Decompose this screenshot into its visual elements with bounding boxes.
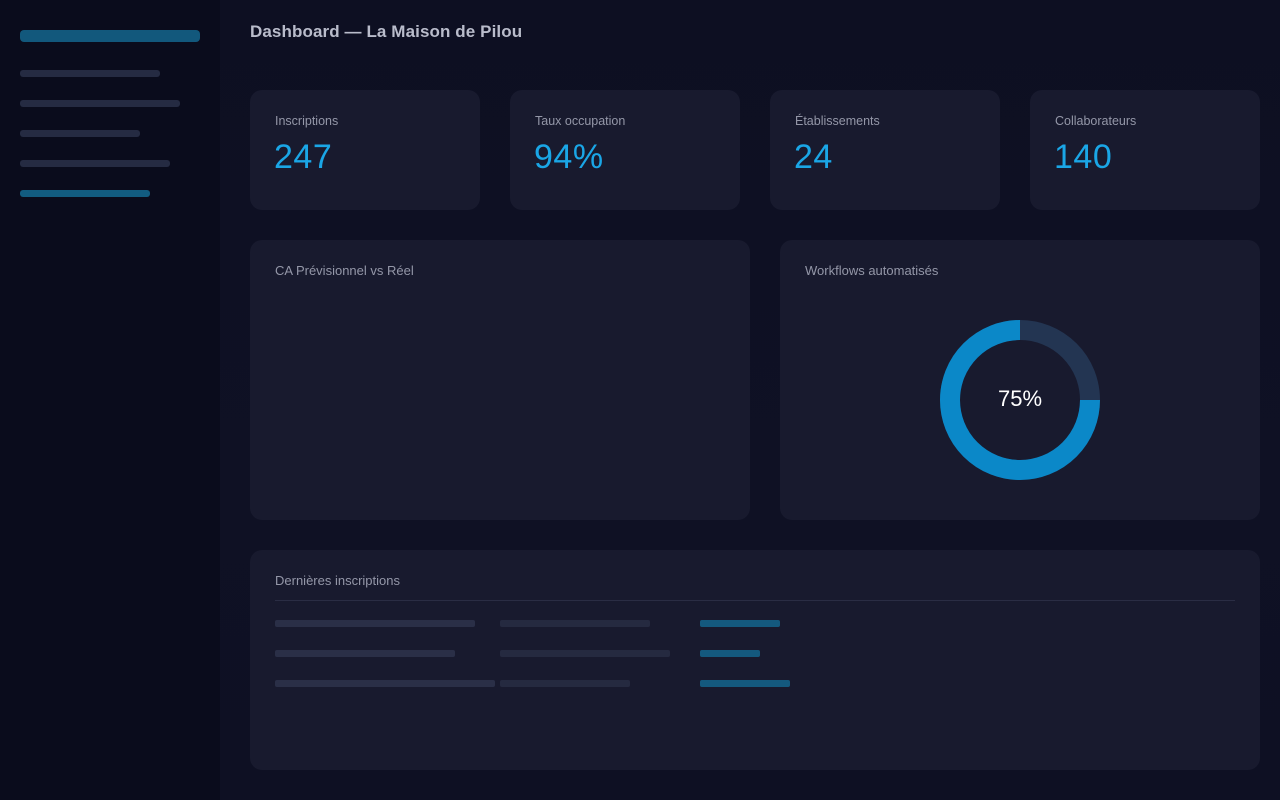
- table-divider: [275, 600, 1235, 601]
- sidebar-item-5-active[interactable]: [20, 190, 150, 197]
- table-row-3-name-placeholder: [275, 680, 495, 687]
- kpi-label: Inscriptions: [275, 114, 339, 128]
- kpi-label: Établissements: [795, 114, 880, 128]
- main-content: Dashboard — La Maison de Pilou Inscripti…: [220, 0, 1280, 800]
- sidebar-item-3[interactable]: [20, 130, 140, 137]
- latest-signups-card: Dernières inscriptions: [250, 550, 1260, 770]
- kpi-card-inscriptions: Inscriptions 247: [250, 90, 480, 210]
- table-row-1-detail-placeholder: [500, 620, 650, 627]
- table-row-2-detail-placeholder: [500, 650, 670, 657]
- sidebar-logo-placeholder[interactable]: [20, 30, 200, 42]
- kpi-card-collaborateurs: Collaborateurs 140: [1030, 90, 1260, 210]
- kpi-card-etablissements: Établissements 24: [770, 90, 1000, 210]
- kpi-value: 94%: [534, 138, 604, 176]
- kpi-value: 247: [274, 138, 333, 176]
- table-row-3-status-placeholder: [700, 680, 790, 687]
- sidebar: [0, 0, 220, 800]
- workflows-card: Workflows automatisés 75%: [780, 240, 1260, 520]
- latest-signups-title: Dernières inscriptions: [275, 573, 400, 588]
- workflows-donut-chart: [940, 320, 1100, 480]
- kpi-label: Collaborateurs: [1055, 114, 1137, 128]
- sidebar-item-1[interactable]: [20, 70, 160, 77]
- table-row-2-status-placeholder: [700, 650, 760, 657]
- table-row-1-status-placeholder: [700, 620, 780, 627]
- sidebar-item-4[interactable]: [20, 160, 170, 167]
- kpi-value: 140: [1054, 138, 1113, 176]
- revenue-chart-title: CA Prévisionnel vs Réel: [275, 263, 414, 278]
- table-row-1-name-placeholder: [275, 620, 475, 627]
- kpi-card-taux-occupation: Taux occupation 94%: [510, 90, 740, 210]
- table-row-3-detail-placeholder: [500, 680, 630, 687]
- page-title: Dashboard — La Maison de Pilou: [250, 22, 523, 41]
- kpi-label: Taux occupation: [535, 114, 626, 128]
- workflows-title: Workflows automatisés: [805, 263, 939, 278]
- table-row-2-name-placeholder: [275, 650, 455, 657]
- kpi-value: 24: [794, 138, 833, 176]
- donut-fill: [940, 320, 1100, 480]
- donut-percent-label: 75%: [997, 386, 1043, 411]
- revenue-chart-card: CA Prévisionnel vs Réel: [250, 240, 750, 520]
- sidebar-item-2[interactable]: [20, 100, 180, 107]
